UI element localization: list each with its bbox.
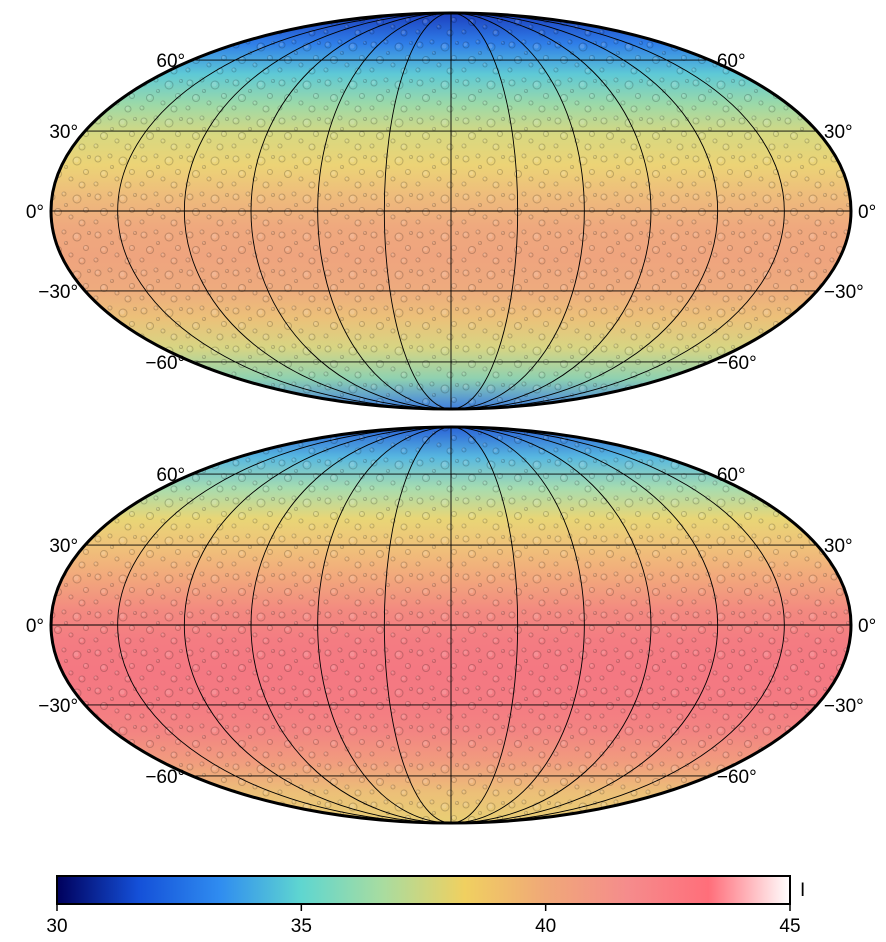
lat-label-right: 30° <box>824 536 853 557</box>
lat-label-left: −60° <box>145 767 185 788</box>
lat-label-right: −60° <box>717 353 757 374</box>
colorbar-tick-label: 40 <box>535 916 556 937</box>
lat-label-left: 30° <box>49 536 78 557</box>
lat-label-right: −30° <box>824 696 864 717</box>
lat-label-left: 0° <box>26 202 44 223</box>
lat-label-right: 60° <box>717 465 746 486</box>
lat-label-right: 0° <box>858 616 876 637</box>
colorbar-ticks: 30 35 40 45 <box>46 904 801 937</box>
graticule <box>51 13 851 409</box>
lat-label-right: −60° <box>717 767 757 788</box>
lat-label-right: 60° <box>717 51 746 72</box>
lat-label-left: −60° <box>145 353 185 374</box>
lat-label-right: −30° <box>824 282 864 303</box>
lat-label-left: −30° <box>38 282 78 303</box>
lat-label-left: 30° <box>49 122 78 143</box>
colorbar-tick-label: 45 <box>779 916 800 937</box>
lat-label-right: 0° <box>858 202 876 223</box>
lat-label-right: 30° <box>824 122 853 143</box>
lat-label-left: 0° <box>26 616 44 637</box>
colorbar-unit-label: I <box>800 880 805 901</box>
lat-label-left: 60° <box>156 465 185 486</box>
map-bottom-panel: 60° 60° 30° 30° 0° 0° −30° −30° −60° −60° <box>26 425 876 825</box>
map-top-panel: 60° 60° 30° 30° 0° 0° −30° −30° −60° −60° <box>26 11 876 411</box>
colorbar-tick-label: 30 <box>46 916 67 937</box>
map-frame <box>49 425 853 825</box>
colorbar-gradient <box>56 875 791 905</box>
graticule <box>51 427 851 823</box>
colorbar: 30 35 40 45 I <box>46 875 805 937</box>
lat-label-left: −30° <box>38 696 78 717</box>
map-frame <box>49 11 853 411</box>
colorbar-tick-label: 35 <box>291 916 312 937</box>
lat-label-left: 60° <box>156 51 185 72</box>
